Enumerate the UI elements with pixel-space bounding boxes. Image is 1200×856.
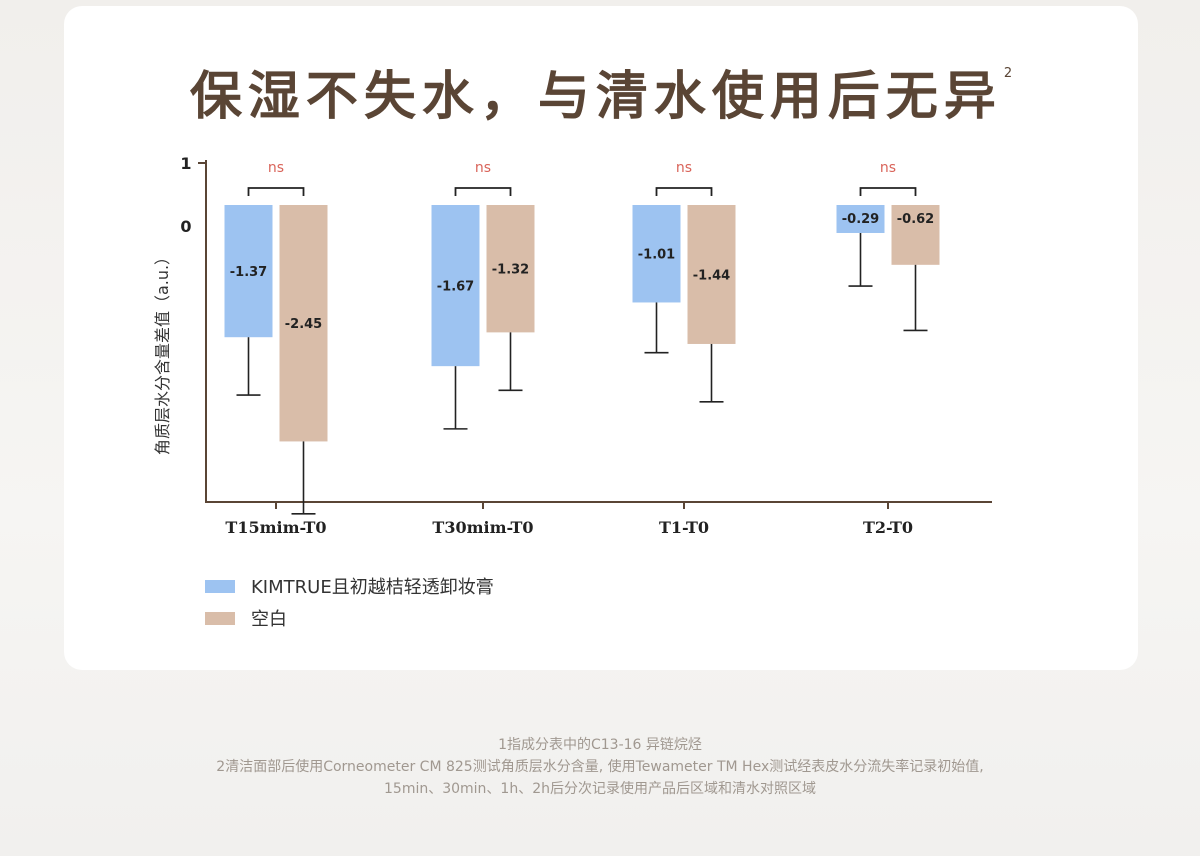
legend-swatch-blank bbox=[205, 611, 235, 625]
legend-label-blank: 空白 bbox=[251, 609, 287, 630]
data-label: -0.62 bbox=[897, 212, 934, 227]
bar-blank bbox=[279, 205, 328, 442]
footnote-3: 15min、30min、1h、2h后分次记录使用产品后区域和清水对照区域 bbox=[384, 781, 816, 797]
significance-label: ns bbox=[880, 160, 896, 176]
bar-blank bbox=[891, 205, 940, 265]
page-title: 保湿不失水，与清水使用后无异 2 bbox=[0, 54, 1200, 129]
bar-blank bbox=[486, 205, 535, 333]
data-label: -2.45 bbox=[285, 317, 322, 332]
data-label: -0.29 bbox=[842, 212, 879, 227]
footnotes: 1指成分表中的C13-16 异链烷烃 2清洁面部后使用Corneometer C… bbox=[0, 734, 1200, 800]
significance-label: ns bbox=[676, 160, 692, 176]
chart-legend: KIMTRUE且初越桔轻透卸妆膏 空白 bbox=[205, 570, 494, 634]
footnote-1: 1指成分表中的C13-16 异链烷烃 bbox=[498, 737, 702, 753]
significance-bracket bbox=[454, 187, 512, 196]
x-tick-label: T15mim-T0 bbox=[225, 518, 326, 537]
bar-blank bbox=[687, 205, 736, 344]
legend-item-blank: 空白 bbox=[205, 602, 494, 634]
data-label: -1.44 bbox=[693, 268, 730, 283]
x-tick-label: T2-T0 bbox=[863, 518, 913, 537]
legend-label-product: KIMTRUE且初越桔轻透卸妆膏 bbox=[251, 577, 494, 598]
bar-product bbox=[224, 205, 273, 338]
bar-product bbox=[836, 205, 885, 233]
bar-product bbox=[431, 205, 480, 367]
significance-bracket bbox=[655, 187, 713, 196]
data-label: -1.67 bbox=[437, 280, 474, 295]
content-card bbox=[64, 6, 1138, 670]
page-title-text: 保湿不失水，与清水使用后无异 bbox=[189, 67, 1002, 127]
y-axis-label: 角质层水分含量差值（a.u.） bbox=[153, 249, 172, 455]
significance-label: ns bbox=[475, 160, 491, 176]
significance-label: ns bbox=[268, 160, 284, 176]
x-tick-label: T1-T0 bbox=[659, 518, 709, 537]
title-footnote-mark: 2 bbox=[1003, 66, 1013, 81]
legend-item-product: KIMTRUE且初越桔轻透卸妆膏 bbox=[205, 570, 494, 602]
data-label: -1.37 bbox=[230, 265, 267, 280]
footnote-2: 2清洁面部后使用Corneometer CM 825测试角质层水分含量, 使用T… bbox=[216, 759, 984, 775]
x-tick-label: T30mim-T0 bbox=[432, 518, 533, 537]
significance-bracket bbox=[247, 187, 305, 196]
data-label: -1.32 bbox=[492, 263, 529, 278]
y-tick-label-1: 1 bbox=[180, 154, 191, 173]
bar-product bbox=[632, 205, 681, 303]
legend-swatch-product bbox=[205, 579, 235, 593]
y-tick-label-0: 0 bbox=[180, 217, 191, 236]
data-label: -1.01 bbox=[638, 248, 675, 263]
significance-bracket bbox=[859, 187, 917, 196]
